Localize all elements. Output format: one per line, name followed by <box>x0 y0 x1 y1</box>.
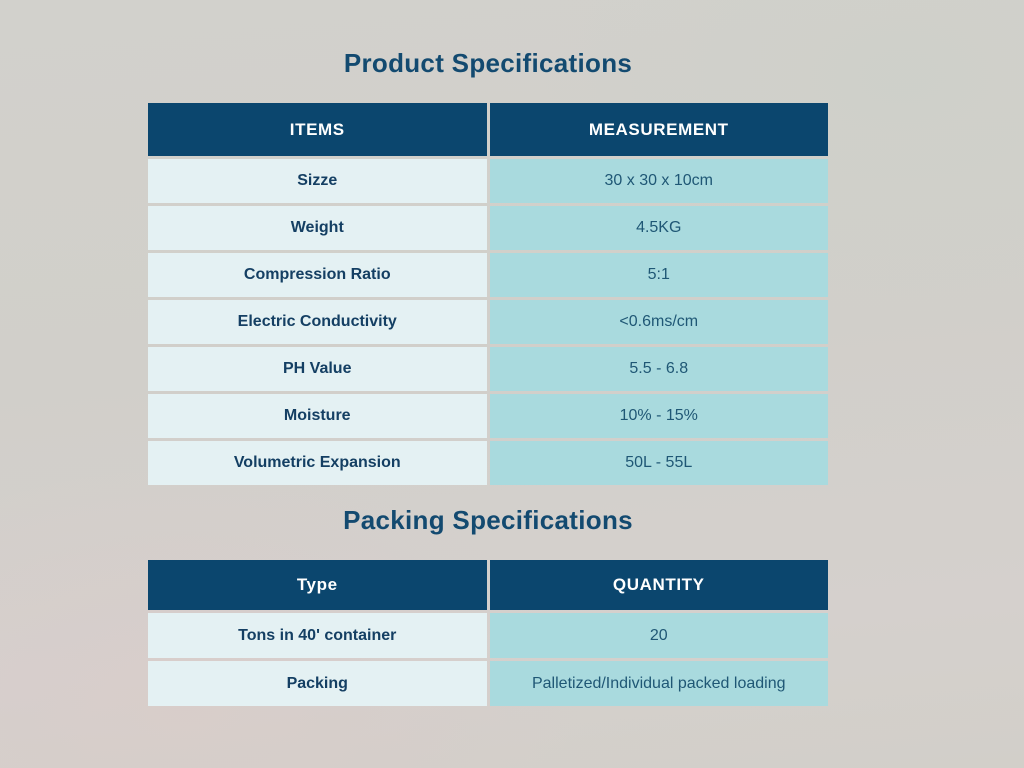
value-cell-compression-ratio: 5:1 <box>489 253 828 297</box>
value-cell-packing: Palletized/Individual packed loading <box>489 661 828 706</box>
item-cell-moisture: Moisture <box>148 394 487 438</box>
item-cell-weight: Weight <box>148 206 487 250</box>
packing-specs-title: Packing Specifications <box>343 505 633 535</box>
value-cell-electric-conductivity: <0.6ms/cm <box>489 300 828 344</box>
packing-specs-table: Type QUANTITY Tons in 40' container 20 P… <box>148 560 828 706</box>
column-header-quantity: QUANTITY <box>489 560 828 610</box>
item-cell-electric-conductivity: Electric Conductivity <box>148 300 487 344</box>
value-cell-tons-in-container: 20 <box>489 613 828 658</box>
column-header-items: ITEMS <box>148 103 487 156</box>
item-cell-volumetric-expansion: Volumetric Expansion <box>148 441 487 485</box>
item-cell-tons-in-container: Tons in 40' container <box>148 613 487 658</box>
value-cell-moisture: 10% - 15% <box>489 394 828 438</box>
product-specs-title: Product Specifications <box>343 48 633 78</box>
item-cell-ph-value: PH Value <box>148 347 487 391</box>
item-cell-compression-ratio: Compression Ratio <box>148 253 487 297</box>
value-cell-weight: 4.5KG <box>489 206 828 250</box>
column-header-type: Type <box>148 560 487 610</box>
product-specs-table: ITEMS MEASUREMENT Sizze 30 x 30 x 10cm W… <box>148 103 828 485</box>
value-cell-size: 30 x 30 x 10cm <box>489 159 828 203</box>
value-cell-ph-value: 5.5 - 6.8 <box>489 347 828 391</box>
column-header-measurement: MEASUREMENT <box>489 103 828 156</box>
item-cell-size: Sizze <box>148 159 487 203</box>
value-cell-volumetric-expansion: 50L - 55L <box>489 441 828 485</box>
item-cell-packing: Packing <box>148 661 487 706</box>
